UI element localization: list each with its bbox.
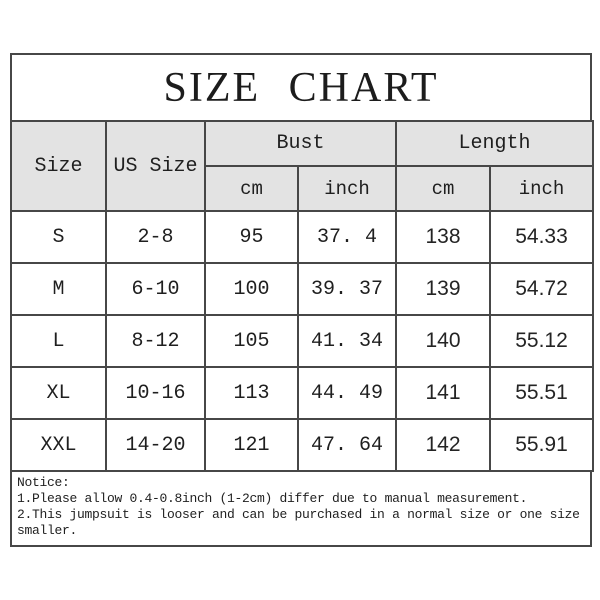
cell-size: M [10,262,107,316]
col-header-us-size: US Size [105,120,206,212]
cell-us-size: 2-8 [105,210,206,264]
cell-length-cm: 139 [395,262,492,316]
table-row: S 2-8 95 37. 4 138 54.33 [10,210,595,264]
cell-size: XL [10,366,107,420]
cell-size: XXL [10,418,107,472]
cell-bust-cm: 113 [204,366,299,420]
size-chart-sheet: SIZE CHART Size US Size Bust Length cm i… [10,53,595,547]
notice-line: 1.Please allow 0.4-0.8inch (1-2cm) diffe… [17,491,528,506]
cell-length-cm: 140 [395,314,492,368]
cell-length-cm: 141 [395,366,492,420]
cell-length-inch: 55.12 [489,314,595,368]
col-header-length-inch: inch [489,165,595,212]
notice-line: 2.This jumpsuit is looser and can be pur… [17,507,580,522]
cell-length-inch: 54.33 [489,210,595,264]
col-header-bust-cm: cm [204,165,299,212]
cell-bust-inch: 39. 37 [296,262,398,316]
title-box: SIZE CHART [10,53,592,122]
header-row-main: Size US Size Bust Length [10,120,595,212]
notice-box: Notice: 1.Please allow 0.4-0.8inch (1-2c… [10,470,592,547]
table-body: S 2-8 95 37. 4 138 54.33 M 6-10 100 39. … [10,210,595,472]
table-row: M 6-10 100 39. 37 139 54.72 [10,262,595,316]
cell-size: S [10,210,107,264]
cell-us-size: 8-12 [105,314,206,368]
table-row: L 8-12 105 41. 34 140 55.12 [10,314,595,368]
cell-bust-inch: 44. 49 [296,366,398,420]
cell-length-inch: 54.72 [489,262,595,316]
cell-us-size: 14-20 [105,418,206,472]
page-title: SIZE CHART [163,64,439,111]
cell-length-inch: 55.91 [489,418,595,472]
cell-us-size: 10-16 [105,366,206,420]
col-header-size: Size [10,120,107,212]
cell-us-size: 6-10 [105,262,206,316]
cell-bust-cm: 95 [204,210,299,264]
header-row-units: cm inch cm inch [11,165,595,212]
table-header: Size US Size Bust Length cm inch cm inch [10,120,595,212]
cell-length-cm: 142 [395,418,492,472]
col-header-length: Length [395,120,595,167]
cell-bust-inch: 41. 34 [296,314,398,368]
notice-label: Notice: [17,475,70,490]
cell-size: L [10,314,107,368]
cell-bust-cm: 121 [204,418,299,472]
col-header-length-cm: cm [395,165,492,212]
cell-length-cm: 138 [395,210,492,264]
col-header-bust: Bust [203,120,398,167]
cell-bust-inch: 47. 64 [296,418,398,472]
cell-bust-inch: 37. 4 [296,210,398,264]
table-row: XXL 14-20 121 47. 64 142 55.91 [10,418,595,472]
cell-bust-cm: 105 [204,314,299,368]
size-table: Size US Size Bust Length cm inch cm inch… [10,120,595,472]
cell-bust-cm: 100 [204,262,299,316]
table-row: XL 10-16 113 44. 49 141 55.51 [10,366,595,420]
col-header-bust-inch: inch [296,165,398,212]
cell-length-inch: 55.51 [489,366,595,420]
notice-line: smaller. [17,523,78,538]
